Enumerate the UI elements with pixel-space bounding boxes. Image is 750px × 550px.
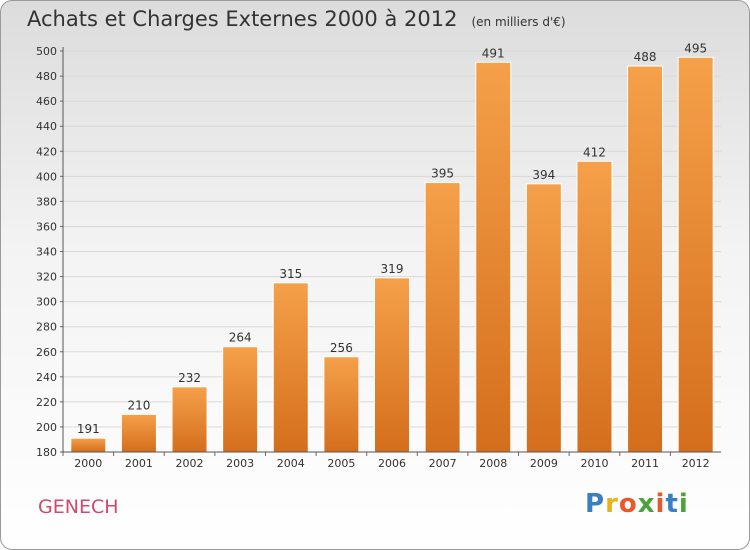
logo-letter: i: [678, 489, 689, 519]
commune-name: GENECH: [38, 496, 119, 518]
logo-letter: t: [665, 489, 679, 519]
value-label-2010: 412: [583, 145, 606, 159]
value-label-2007: 395: [431, 167, 454, 181]
x-tick-label-2002: 2002: [176, 457, 204, 470]
chart-subtitle: (en milliers d'€): [471, 15, 566, 29]
y-tick-label: 440: [36, 120, 57, 133]
y-tick-label: 420: [36, 145, 57, 158]
value-label-2008: 491: [482, 46, 505, 60]
bars: [70, 56, 714, 453]
x-tick-label-2003: 2003: [226, 457, 254, 470]
y-tick-label: 360: [36, 220, 57, 233]
x-tick-label-2008: 2008: [479, 457, 507, 470]
y-tick-label: 220: [36, 396, 57, 409]
value-label-2000: 191: [77, 422, 100, 436]
y-tick-label: 460: [36, 95, 57, 108]
y-tick-label: 180: [36, 446, 57, 459]
y-tick-label: 320: [36, 271, 57, 284]
y-tick-label: 500: [36, 45, 57, 58]
x-tick-label-2006: 2006: [378, 457, 406, 470]
x-tick-label-2007: 2007: [429, 457, 457, 470]
axes: [60, 47, 721, 456]
value-label-2006: 319: [381, 262, 404, 276]
y-tick-label: 240: [36, 371, 57, 384]
bar-2012: [677, 56, 714, 453]
x-tick-label-2012: 2012: [682, 457, 710, 470]
bar-2000: [70, 437, 107, 453]
x-tick-label-2010: 2010: [580, 457, 608, 470]
value-label-2011: 488: [634, 50, 657, 64]
y-tick-label: 260: [36, 346, 57, 359]
bar-2003: [222, 346, 259, 453]
x-tick-label-2000: 2000: [74, 457, 102, 470]
bar-2010: [576, 160, 613, 453]
bar-2011: [627, 65, 664, 453]
x-tick-label-2005: 2005: [327, 457, 355, 470]
logo-letter: r: [605, 489, 619, 519]
bar-2008: [475, 61, 512, 453]
x-tick-label-2009: 2009: [530, 457, 558, 470]
bar-2005: [323, 356, 360, 453]
x-tick-label-2011: 2011: [631, 457, 659, 470]
y-tick-label: 280: [36, 321, 57, 334]
chart-title: Achats et Charges Externes 2000 à 2012 (e…: [27, 7, 566, 31]
x-tick-label-2004: 2004: [277, 457, 305, 470]
logo-letter: i: [655, 489, 666, 519]
y-tick-label: 380: [36, 195, 57, 208]
bar-2001: [120, 413, 157, 453]
proxiti-logo: Proxiti: [585, 489, 689, 519]
x-tick-label-2001: 2001: [125, 457, 153, 470]
value-label-2001: 210: [127, 398, 150, 412]
value-label-2002: 232: [178, 371, 201, 385]
y-tick-label: 200: [36, 421, 57, 434]
value-label-2003: 264: [229, 331, 252, 345]
y-tick-label: 340: [36, 246, 57, 259]
value-label-2009: 394: [532, 168, 555, 182]
chart-title-text: Achats et Charges Externes 2000 à 2012: [27, 7, 458, 31]
labels: 180 200 220 240 260 280 300 320 340 360 380 400 420 4…: [36, 41, 710, 470]
y-tick-label: 400: [36, 170, 57, 183]
y-tick-label: 300: [36, 296, 57, 309]
logo-letter: P: [585, 489, 606, 519]
logo-letter: x: [637, 489, 656, 519]
logo-letter: o: [618, 489, 638, 519]
value-label-2012: 495: [684, 41, 707, 55]
bar-2004: [272, 282, 309, 453]
bar-2009: [525, 183, 562, 453]
value-label-2004: 315: [279, 267, 302, 281]
value-label-2005: 256: [330, 341, 353, 355]
bar-2002: [171, 386, 208, 453]
y-tick-label: 480: [36, 70, 57, 83]
bar-2007: [424, 182, 461, 453]
bar-2006: [374, 277, 410, 453]
